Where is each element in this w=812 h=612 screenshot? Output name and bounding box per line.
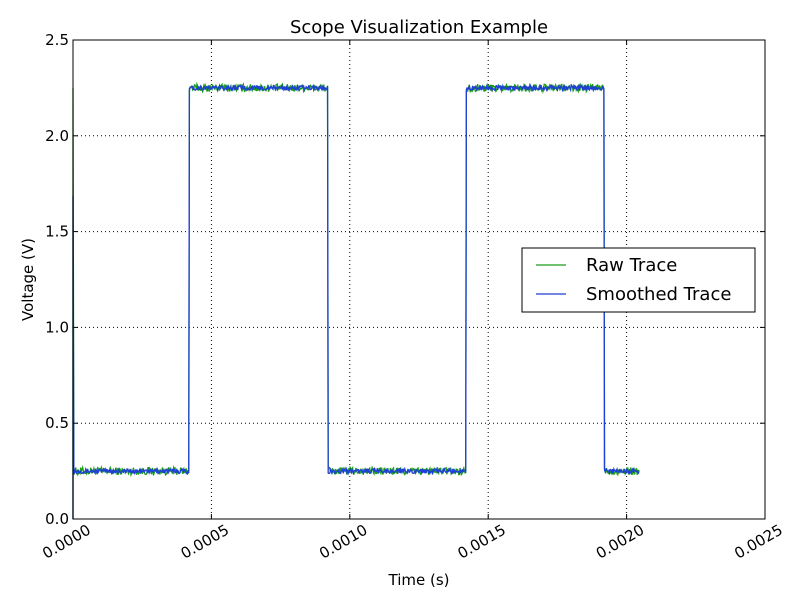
legend-label: Raw Trace: [586, 255, 677, 276]
y-tick-label: 1.5: [45, 223, 69, 241]
y-tick-label: 2.0: [45, 127, 69, 145]
chart-title: Scope Visualization Example: [290, 17, 548, 38]
plot-area: [72, 39, 766, 520]
x-tick-label: 0.0015: [454, 521, 508, 563]
legend: Raw Trace Smoothed Trace: [521, 247, 756, 313]
series-line-smoothed-trace: [72, 83, 640, 519]
y-axis-title: Voltage (V): [19, 238, 37, 321]
y-tick-label: 1.0: [45, 318, 69, 336]
x-tick-label: 0.0010: [316, 521, 370, 563]
series-line-raw-trace: [72, 81, 640, 519]
x-tick-label: 0.0020: [593, 521, 647, 563]
legend-box: [521, 247, 756, 313]
x-tick-label: 0.0025: [731, 521, 785, 563]
legend-label: Smoothed Trace: [586, 284, 731, 305]
x-axis-title: Time (s): [388, 571, 450, 589]
y-tick-label: 2.5: [45, 31, 69, 49]
x-tick-label: 0.0005: [178, 521, 232, 563]
y-tick-label: 0.5: [45, 414, 69, 432]
grid-lines: [73, 40, 765, 519]
y-tick-label: 0.0: [45, 510, 69, 528]
series-layer: [72, 81, 640, 519]
